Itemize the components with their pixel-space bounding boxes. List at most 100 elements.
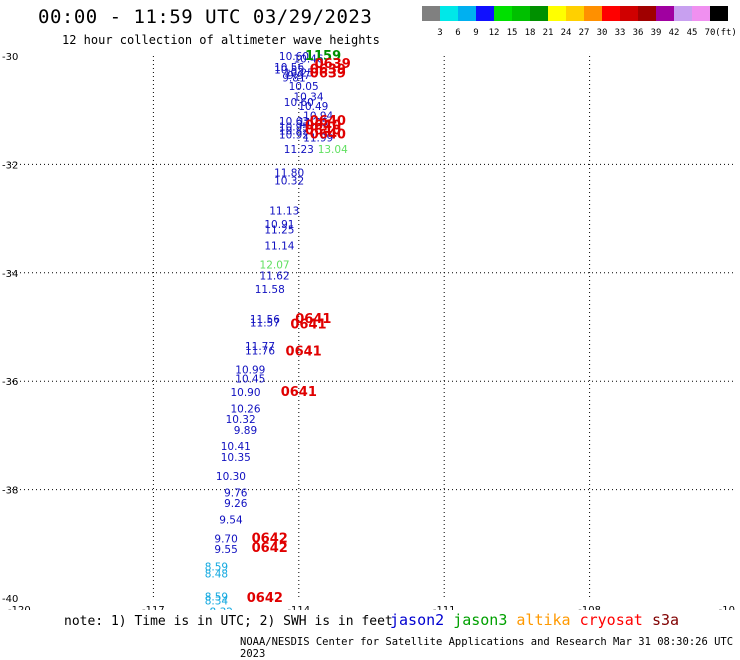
data-point-height: 10.49 bbox=[298, 101, 328, 113]
chart-subtitle: 12 hour collection of altimeter wave hei… bbox=[62, 33, 380, 47]
x-tick-label: -117 bbox=[142, 605, 165, 610]
data-point-height: 10.92 bbox=[279, 130, 309, 142]
colorbar-label: 6 bbox=[455, 28, 461, 38]
data-point-height: 10.91 bbox=[264, 219, 294, 231]
data-point-height: 10.95 bbox=[279, 121, 309, 133]
data-point-height: 9.55 bbox=[214, 544, 237, 556]
data-point-height: 10.60 bbox=[284, 97, 314, 109]
data-point-height: 10.32 bbox=[274, 176, 304, 188]
data-point-height: 10.05 bbox=[289, 81, 319, 93]
data-point-height: 13.04 bbox=[318, 144, 348, 156]
data-point-height: 11.62 bbox=[260, 271, 290, 283]
colorbar-label: 15 bbox=[506, 28, 518, 38]
data-point-height: 11.14 bbox=[264, 241, 294, 253]
legend-cryosat: cryosat bbox=[579, 611, 643, 629]
y-tick-label: -38 bbox=[2, 486, 18, 497]
data-point-height: 10.56 bbox=[274, 62, 304, 74]
data-point-height: 10.94 bbox=[303, 111, 333, 123]
footer-note: note: 1) Time is in UTC; 2) SWH is in fe… bbox=[64, 614, 393, 629]
colorbar-label: 24 bbox=[560, 28, 572, 38]
data-point-height: 9.70 bbox=[214, 533, 237, 545]
data-point-height: 10.90 bbox=[230, 387, 260, 399]
colorbar-unit: (ft) bbox=[715, 28, 737, 38]
colorbar-swatch bbox=[656, 6, 674, 21]
colorbar-label: 30 bbox=[596, 28, 608, 38]
data-point-height: 11.05 bbox=[298, 117, 328, 129]
data-point-height: 10.45 bbox=[235, 373, 265, 385]
colorbar-label: 9 bbox=[473, 28, 479, 38]
colorbar-swatch bbox=[440, 6, 458, 21]
x-tick-label: -120 bbox=[8, 605, 31, 610]
colorbar-label: 45 bbox=[686, 28, 698, 38]
data-point-height: 11.56 bbox=[250, 314, 280, 326]
colorbar-swatch bbox=[584, 6, 602, 21]
data-point-height: 11.57 bbox=[250, 318, 280, 330]
data-point-time: 0640 bbox=[305, 118, 341, 133]
colorbar-swatch bbox=[620, 6, 638, 21]
data-point-height: 10.35 bbox=[221, 452, 251, 464]
data-point-height: 11.25 bbox=[264, 224, 294, 236]
data-point-height: 9.26 bbox=[224, 498, 248, 510]
colorbar-swatch bbox=[512, 6, 530, 21]
data-point-time: 0639 bbox=[315, 57, 351, 72]
data-point-height: 10.30 bbox=[216, 471, 246, 483]
data-point-time: 0640 bbox=[305, 123, 341, 138]
data-point-height: 10.46 bbox=[293, 54, 323, 66]
legend-jason3: jason3 bbox=[453, 611, 508, 629]
data-point-height: 9.81 bbox=[282, 73, 305, 85]
data-point-height: 8.59 bbox=[205, 562, 228, 574]
colorbar-swatch bbox=[692, 6, 710, 21]
y-tick-label: -40 bbox=[2, 594, 18, 605]
data-point-time: 0641 bbox=[286, 344, 322, 359]
colorbar-swatch bbox=[710, 6, 728, 21]
colorbar-swatch bbox=[566, 6, 584, 21]
data-point-height: 11.23 bbox=[284, 144, 314, 156]
colorbar-label: 39 bbox=[650, 28, 662, 38]
data-point-height: 10.63 bbox=[279, 116, 309, 128]
colorbar-label: 18 bbox=[524, 28, 536, 38]
data-point-height: 11.58 bbox=[255, 284, 285, 296]
data-point-height: 10.32 bbox=[226, 414, 256, 426]
colorbar-swatch bbox=[638, 6, 656, 21]
data-point-height: 8.59 bbox=[205, 591, 228, 603]
data-point-height: 10.41 bbox=[221, 441, 251, 453]
colorbar-swatch bbox=[548, 6, 566, 21]
colorbar-swatch bbox=[674, 6, 692, 21]
data-point-time: 0639 bbox=[310, 63, 346, 78]
footer-credit: NOAA/NESDIS Center for Satellite Applica… bbox=[240, 636, 734, 660]
data-point-height: 8.48 bbox=[205, 569, 228, 581]
colorbar-label: 27 bbox=[578, 28, 590, 38]
colorbar-swatch bbox=[494, 6, 512, 21]
data-point-time: 0642 bbox=[252, 541, 288, 556]
data-point-time: 0641 bbox=[295, 312, 331, 327]
colorbar-label: 33 bbox=[614, 28, 626, 38]
data-point-height: 8.32 bbox=[210, 607, 233, 610]
data-point-height: 10.26 bbox=[230, 403, 260, 415]
data-point-height: 10.60 bbox=[279, 51, 309, 63]
data-point-height: 11.80 bbox=[274, 168, 304, 180]
legend-jason2: jason2 bbox=[390, 611, 445, 629]
x-tick-label: -111 bbox=[433, 605, 456, 610]
data-point-height: 9.54 bbox=[219, 514, 243, 526]
colorbar-swatch bbox=[602, 6, 620, 21]
colorbar-swatch bbox=[422, 6, 440, 21]
data-point-height: 11.99 bbox=[303, 132, 333, 144]
data-point-time: 0639 bbox=[310, 66, 346, 81]
data-point-height: 11.77 bbox=[245, 341, 275, 353]
legend-altika: altika bbox=[516, 611, 571, 629]
data-point-height: 10.82 bbox=[279, 125, 309, 137]
data-point-height: 9.97 bbox=[287, 70, 310, 82]
data-point-time: 1159 bbox=[305, 49, 341, 64]
data-point-time: 0641 bbox=[281, 385, 317, 400]
data-point-height: 10.55 bbox=[274, 65, 304, 77]
colorbar-label: 70 bbox=[704, 28, 716, 38]
data-point-height: 10.99 bbox=[235, 364, 265, 376]
x-tick-label: -10 bbox=[719, 605, 735, 610]
data-point-height: 9.89 bbox=[234, 425, 257, 437]
colorbar-swatch bbox=[476, 6, 494, 21]
legend-s3a: s3a bbox=[652, 611, 680, 629]
colorbar-label: 21 bbox=[542, 28, 554, 38]
y-tick-label: -32 bbox=[2, 160, 18, 171]
data-point-height: 9.76 bbox=[224, 487, 248, 499]
data-point-time: 0640 bbox=[310, 128, 346, 143]
